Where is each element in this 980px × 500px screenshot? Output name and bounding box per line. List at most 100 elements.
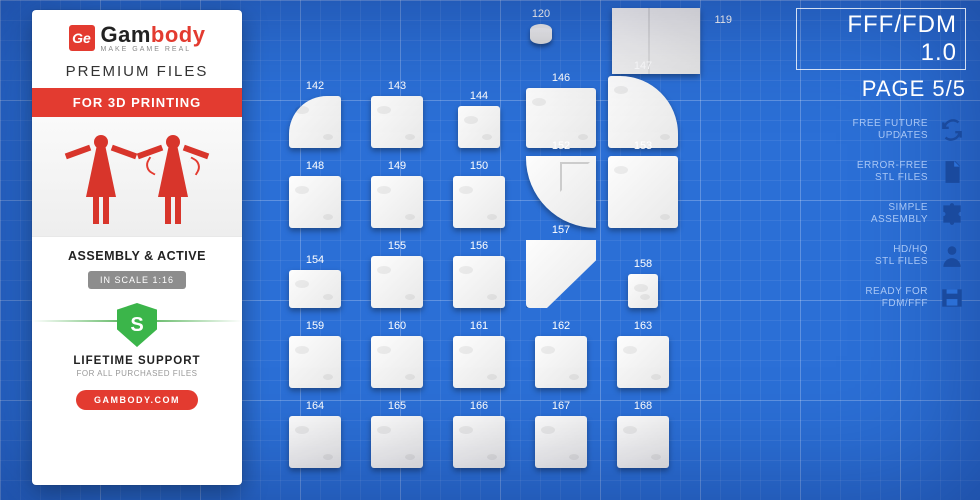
part-label: 165 bbox=[388, 400, 406, 412]
part-144: 144 bbox=[444, 80, 514, 148]
part-150: 150 bbox=[444, 160, 514, 228]
part-label: 148 bbox=[306, 160, 324, 172]
feature-refresh: FREE FUTUREUPDATES bbox=[796, 116, 966, 144]
part-label: 144 bbox=[470, 90, 488, 102]
part-label: 149 bbox=[388, 160, 406, 172]
premium-label: PREMIUM FILES bbox=[66, 63, 209, 80]
logo: Ge Gambody MAKE GAME REAL bbox=[69, 22, 206, 53]
part-147: 147 bbox=[608, 80, 678, 148]
brand-card: Ge Gambody MAKE GAME REAL PREMIUM FILES … bbox=[32, 10, 242, 485]
feature-person: HD/HQSTL FILES bbox=[796, 242, 966, 270]
part-152: 152 bbox=[526, 160, 596, 228]
part-label: 162 bbox=[552, 320, 570, 332]
part-156: 156 bbox=[444, 240, 514, 308]
part-label: 168 bbox=[634, 400, 652, 412]
part-thumb: 155 bbox=[371, 256, 423, 308]
feature-text: HD/HQSTL FILES bbox=[875, 244, 928, 269]
printing-band: FOR 3D PRINTING bbox=[32, 88, 242, 117]
shield-icon: S bbox=[117, 303, 157, 347]
part-157: 157 bbox=[526, 240, 596, 308]
part-143: 143 bbox=[362, 80, 432, 148]
part-label: 160 bbox=[388, 320, 406, 332]
part-153: 153 bbox=[608, 160, 678, 228]
part-160: 160 bbox=[362, 320, 432, 388]
feature-text: ERROR-FREESTL FILES bbox=[857, 160, 928, 185]
part-162: 162 bbox=[526, 320, 596, 388]
feature-printer: READY FORFDM/FFF bbox=[796, 284, 966, 312]
part-label: 120 bbox=[532, 8, 550, 20]
part-165: 165 bbox=[362, 400, 432, 468]
part-thumb bbox=[530, 24, 552, 44]
part-label: 142 bbox=[306, 80, 324, 92]
part-thumb: 150 bbox=[453, 176, 505, 228]
top-parts-row: 120 119 bbox=[530, 8, 700, 74]
part-label: 143 bbox=[388, 80, 406, 92]
part-thumb: 142 bbox=[289, 96, 341, 148]
part-163: 163 bbox=[608, 320, 678, 388]
part-thumb: 149 bbox=[371, 176, 423, 228]
logo-tagline: MAKE GAME REAL bbox=[101, 46, 206, 53]
part-119: 119 bbox=[612, 8, 700, 74]
part-label: 153 bbox=[634, 140, 652, 152]
part-149: 149 bbox=[362, 160, 432, 228]
part-thumb: 159 bbox=[289, 336, 341, 388]
part-120: 120 bbox=[530, 8, 552, 44]
part-thumb: 153 bbox=[608, 156, 678, 228]
part-thumb: 166 bbox=[453, 416, 505, 468]
part-161: 161 bbox=[444, 320, 514, 388]
part-thumb: 162 bbox=[535, 336, 587, 388]
part-thumb: 147 bbox=[608, 76, 678, 148]
figure-assembly bbox=[71, 129, 131, 224]
part-thumb: 164 bbox=[289, 416, 341, 468]
part-159: 159 bbox=[280, 320, 350, 388]
shield-wrap: S bbox=[107, 303, 167, 349]
part-thumb: 146 bbox=[526, 88, 596, 148]
part-thumb: 168 bbox=[617, 416, 669, 468]
part-thumb bbox=[612, 8, 700, 74]
site-pill: GAMBODY.COM bbox=[76, 390, 198, 410]
part-148: 148 bbox=[280, 160, 350, 228]
part-thumb: 167 bbox=[535, 416, 587, 468]
part-label: 159 bbox=[306, 320, 324, 332]
feature-text: FREE FUTUREUPDATES bbox=[853, 118, 929, 143]
part-label: 146 bbox=[552, 72, 570, 84]
part-thumb: 160 bbox=[371, 336, 423, 388]
format-title: FFF/FDM 1.0 bbox=[796, 8, 966, 70]
part-label: 167 bbox=[552, 400, 570, 412]
part-166: 166 bbox=[444, 400, 514, 468]
part-155: 155 bbox=[362, 240, 432, 308]
part-168: 168 bbox=[608, 400, 678, 468]
part-label: 155 bbox=[388, 240, 406, 252]
feature-text: SIMPLEASSEMBLY bbox=[871, 202, 928, 227]
part-thumb: 143 bbox=[371, 96, 423, 148]
file-icon bbox=[938, 158, 966, 186]
part-label: 164 bbox=[306, 400, 324, 412]
logo-text-b: body bbox=[151, 22, 206, 47]
part-thumb: 163 bbox=[617, 336, 669, 388]
part-thumb: 152 bbox=[526, 156, 596, 228]
puzzle-icon bbox=[938, 200, 966, 228]
part-142: 142 bbox=[280, 80, 350, 148]
logo-text-a: Gam bbox=[101, 22, 151, 47]
mode-label: ASSEMBLY & ACTIVE bbox=[68, 249, 206, 263]
part-label: 147 bbox=[634, 60, 652, 72]
part-label: 150 bbox=[470, 160, 488, 172]
feature-text: READY FORFDM/FFF bbox=[865, 286, 928, 311]
feature-puzzle: SIMPLEASSEMBLY bbox=[796, 200, 966, 228]
part-167: 167 bbox=[526, 400, 596, 468]
support-sub: FOR ALL PURCHASED FILES bbox=[76, 369, 197, 378]
part-thumb: 157 bbox=[531, 258, 591, 308]
support-label: LIFETIME SUPPORT bbox=[73, 355, 200, 367]
part-label: 161 bbox=[470, 320, 488, 332]
part-label: 152 bbox=[552, 140, 570, 152]
part-thumb: 158 bbox=[628, 274, 658, 308]
info-sidebar: FFF/FDM 1.0 PAGE 5/5 FREE FUTUREUPDATES E… bbox=[796, 8, 966, 312]
parts-grid: 1421431441461471481491501521531541551561… bbox=[280, 80, 678, 468]
part-154: 154 bbox=[280, 240, 350, 308]
part-thumb: 161 bbox=[453, 336, 505, 388]
page-indicator: PAGE 5/5 bbox=[796, 76, 966, 102]
refresh-icon bbox=[938, 116, 966, 144]
part-label: 157 bbox=[552, 224, 570, 236]
figure-active bbox=[143, 129, 203, 224]
logo-text: Gambody bbox=[101, 22, 206, 48]
